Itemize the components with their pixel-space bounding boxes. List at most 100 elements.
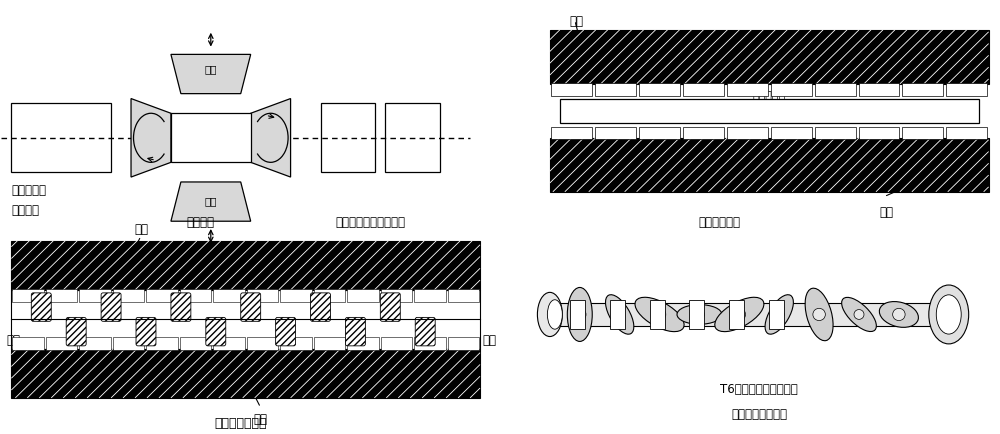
Ellipse shape [615, 309, 625, 319]
Ellipse shape [774, 309, 784, 319]
FancyBboxPatch shape [171, 293, 191, 321]
Bar [550, 138, 989, 192]
Bar [320, 103, 375, 172]
Bar [12, 337, 44, 350]
Bar [385, 103, 440, 172]
Bar [769, 300, 784, 329]
Bar [551, 83, 592, 95]
Polygon shape [171, 54, 251, 94]
FancyBboxPatch shape [380, 293, 400, 321]
Bar [11, 290, 480, 349]
Text: 锤头: 锤头 [205, 64, 217, 74]
Bar [247, 337, 278, 350]
Text: 芝轴: 芝轴 [6, 334, 20, 347]
Bar [902, 127, 943, 139]
FancyBboxPatch shape [136, 317, 156, 346]
Text: 锤头: 锤头 [205, 197, 217, 207]
Ellipse shape [537, 293, 562, 336]
Bar [551, 127, 592, 139]
FancyBboxPatch shape [66, 317, 86, 346]
Bar [683, 83, 724, 95]
Bar [381, 289, 412, 302]
Bar [347, 337, 379, 350]
Bar [859, 83, 899, 95]
Bar [11, 241, 480, 290]
Text: T6热处理以及凸轮节的: T6热处理以及凸轮节的 [720, 383, 798, 396]
Bar [729, 300, 744, 329]
Text: 上模: 上模 [570, 15, 584, 28]
Polygon shape [131, 99, 171, 177]
Text: 下模: 下模 [879, 207, 893, 220]
Ellipse shape [813, 308, 825, 321]
Bar [79, 289, 111, 302]
Ellipse shape [936, 295, 961, 334]
Text: 预热保温: 预热保温 [11, 204, 39, 217]
Bar [902, 83, 943, 95]
Bar [314, 289, 345, 302]
Bar [180, 289, 211, 302]
Bar [448, 337, 479, 350]
FancyBboxPatch shape [241, 293, 261, 321]
Ellipse shape [879, 302, 918, 327]
Bar [946, 83, 987, 95]
Ellipse shape [677, 305, 722, 324]
Bar [815, 83, 856, 95]
Bar [347, 289, 379, 302]
Bar [79, 337, 111, 350]
Text: 径向锻造: 径向锻造 [187, 216, 215, 229]
Text: 半固态挤压铸造: 半固态挤压铸造 [214, 418, 267, 431]
Text: 半固态坏料: 半固态坏料 [753, 91, 786, 101]
Ellipse shape [854, 309, 864, 319]
Bar [146, 337, 178, 350]
Bar [113, 289, 144, 302]
Bar [689, 300, 704, 329]
Bar [146, 289, 178, 302]
Bar [727, 127, 768, 139]
FancyBboxPatch shape [206, 317, 226, 346]
Bar [247, 289, 278, 302]
Bar [560, 99, 979, 123]
Bar [414, 289, 446, 302]
Text: 锻件: 锻件 [210, 133, 222, 143]
Bar [381, 337, 412, 350]
Text: 上模: 上模 [134, 223, 148, 236]
Bar [639, 127, 680, 139]
Bar [727, 83, 768, 95]
Bar [570, 300, 585, 329]
Bar [771, 127, 812, 139]
Bar [771, 83, 812, 95]
FancyBboxPatch shape [345, 317, 365, 346]
Bar [550, 302, 949, 326]
Bar [550, 30, 989, 84]
Bar [610, 300, 625, 329]
FancyBboxPatch shape [101, 293, 121, 321]
Bar [11, 349, 480, 398]
Text: 二次重炶，分段切割，: 二次重炶，分段切割， [335, 216, 405, 229]
Ellipse shape [635, 297, 684, 332]
Bar [815, 127, 856, 139]
Text: 化学气相沉积处理: 化学气相沉积处理 [731, 408, 787, 421]
Ellipse shape [929, 285, 969, 344]
Ellipse shape [694, 309, 704, 319]
Ellipse shape [765, 295, 793, 334]
Bar [946, 127, 987, 139]
Bar [213, 289, 245, 302]
FancyBboxPatch shape [276, 317, 296, 346]
Bar [280, 337, 312, 350]
Bar [11, 241, 480, 290]
Ellipse shape [805, 288, 833, 341]
Bar [650, 300, 665, 329]
Ellipse shape [893, 308, 905, 321]
Bar [595, 127, 636, 139]
Ellipse shape [842, 297, 876, 332]
Bar [213, 337, 245, 350]
Bar [46, 289, 77, 302]
Bar [180, 337, 211, 350]
Text: 铝合金棒材: 铝合金棒材 [11, 184, 46, 197]
Bar [859, 127, 899, 139]
Bar [414, 337, 446, 350]
Bar [683, 127, 724, 139]
FancyBboxPatch shape [31, 293, 51, 321]
Bar [11, 103, 111, 172]
Bar [314, 337, 345, 350]
